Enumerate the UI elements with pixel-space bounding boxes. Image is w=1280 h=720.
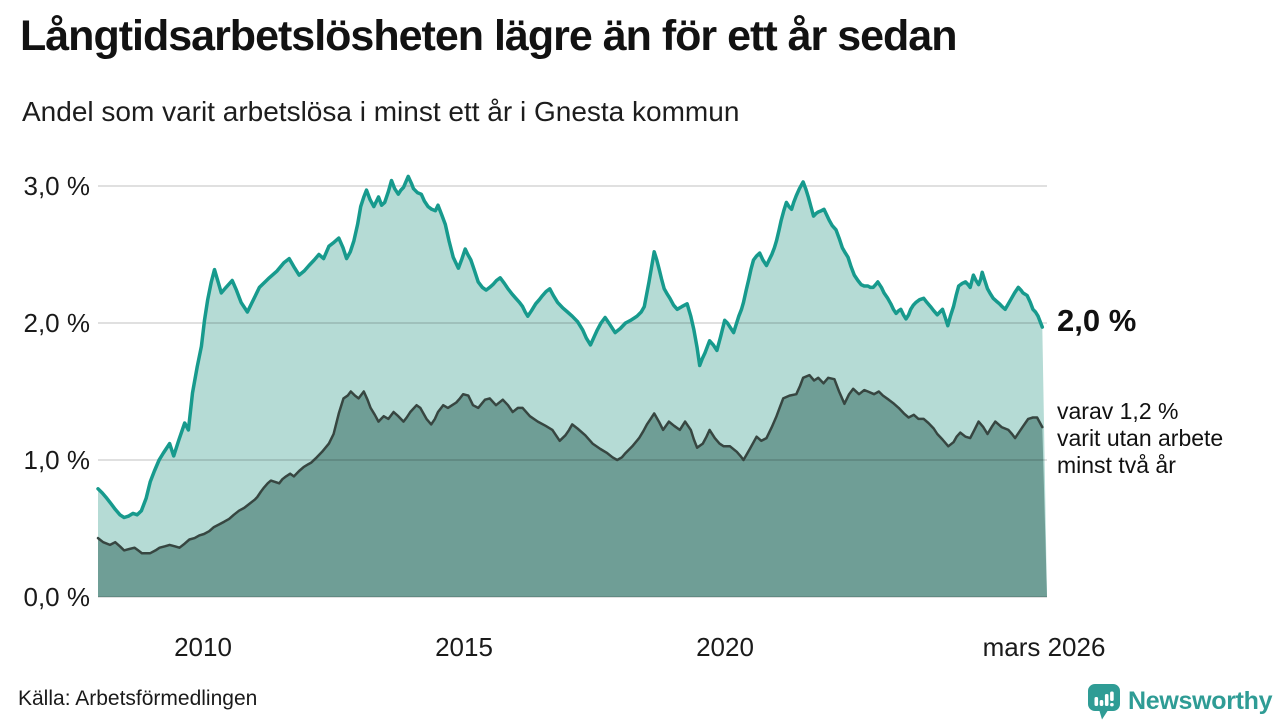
- y-axis-tick-1: 1,0 %: [23, 445, 91, 475]
- y-axis-tick-3: 3,0 %: [23, 171, 91, 201]
- x-axis-tick-2015: 2015: [435, 632, 493, 662]
- newsworthy-wordmark: Newsworthy: [1128, 687, 1273, 715]
- source-credit: Källa: Arbetsförmedlingen: [18, 687, 258, 710]
- y-axis-tick-0: 0,0 %: [23, 582, 91, 612]
- annotation-line-3: minst två år: [1057, 452, 1176, 478]
- x-axis-tick-mars-2026: mars 2026: [982, 632, 1106, 662]
- annotation-line-2: varit utan arbete: [1057, 425, 1224, 451]
- x-axis-tick-2020: 2020: [696, 632, 754, 662]
- annotation-line-1: varav 1,2 %: [1057, 398, 1179, 424]
- newsworthy-logo[interactable]: Newsworthy: [1087, 683, 1273, 720]
- chart-subtitle: Andel som varit arbetslösa i minst ett å…: [22, 96, 740, 127]
- y-axis-tick-2: 2,0 %: [23, 308, 91, 338]
- secondary-series-annotation: varav 1,2 % varit utan arbete minst två …: [1057, 398, 1223, 479]
- newsworthy-bubble-chart-icon: [1088, 684, 1120, 720]
- last-value-annotation: 2,0 %: [1057, 303, 1137, 338]
- page-title: Långtidsarbetslösheten lägre än för ett …: [20, 12, 957, 60]
- x-axis-tick-2010: 2010: [174, 632, 232, 662]
